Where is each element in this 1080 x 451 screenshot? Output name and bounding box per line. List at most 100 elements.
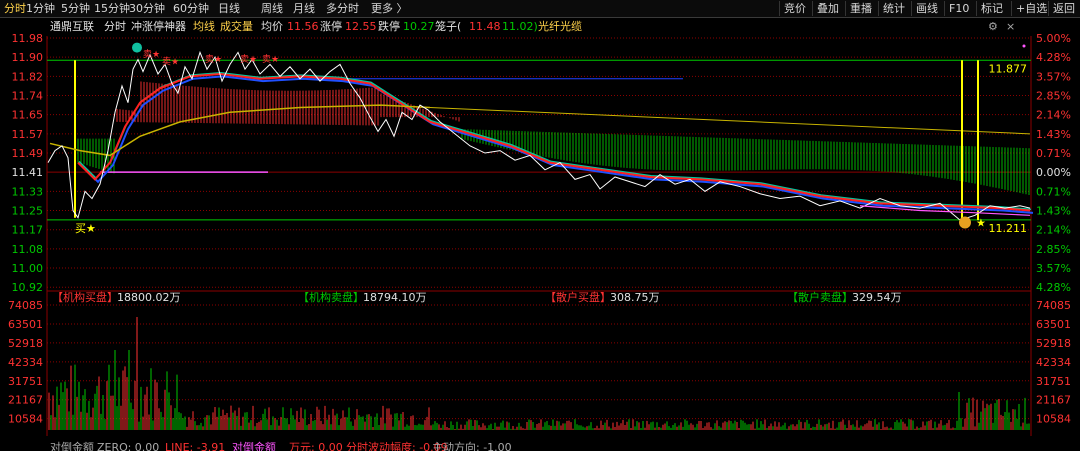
volume-tick-right: 31751 [1036,375,1071,388]
tab-0[interactable]: 分时 [4,2,26,15]
star-icon: ★ [976,217,986,230]
flow-label-2: 【散户买盘】 [545,290,611,304]
tool-3[interactable]: 统计 [878,1,909,16]
price-tick-label: 11.08 [12,243,44,256]
sell-signal-label: 卖★ [162,56,179,67]
tool-6[interactable]: 标记 [976,1,1007,16]
volume-tick-left: 21167 [8,394,43,407]
bottom-status-1: ZERO: 0.00 [97,441,159,451]
tab-4[interactable]: 30分钟 [129,2,165,15]
tab-5[interactable]: 60分钟 [173,2,209,15]
percent-tick-label: 1.43% [1036,205,1071,218]
percent-tick-label: 1.43% [1036,128,1071,141]
tab-8[interactable]: 月线 [293,2,315,15]
tab-3[interactable]: 15分钟 [94,2,130,15]
price-tick-label: 11.33 [12,185,44,198]
limit-up-label: 涨停 [320,20,342,33]
sell-signal-label: 卖★ [240,54,257,65]
top-toolbar: 分时 1分钟 5分钟 15分钟 30分钟 60分钟 日线 周线 月线 多分时 更多 〉 竞价 叠加 重播… [0,0,1080,18]
blue-ma-line [80,75,1034,214]
volume-tick-right: 63501 [1036,318,1071,331]
sector-label: 光纤光缆 [538,20,582,33]
price-tick-label: 11.57 [12,128,44,141]
volume-tick-right: 21167 [1036,394,1071,407]
price-tick-label: 11.65 [12,109,44,122]
tool-7[interactable]: +自选 [1011,1,1051,16]
tab-6[interactable]: 日线 [218,2,240,15]
percent-tick-label: 5.00% [1036,32,1071,45]
limit-up-value: 12.55 [345,20,377,33]
bottom-status-5: 分时波动幅度: -0.09 [346,440,448,451]
tab-1[interactable]: 1分钟 [26,2,55,15]
info-bar: 通鼎互联 分时 冲涨停神器 均线 成交量 均价 11.56 涨停 12.55 跌… [0,19,1080,35]
cage-label: 笼子( [435,20,462,33]
marker-dot [1022,44,1026,48]
flow-label-1: 【机构卖盘】 [298,290,364,304]
indicator-name[interactable]: 冲涨停神器 [131,20,186,33]
sell-signal-label: 卖★ [143,49,160,60]
olive-trend-line [429,106,1031,135]
volume-tick-left: 52918 [8,337,43,350]
volume-tick-right: 52918 [1036,337,1071,350]
low-price-label: 11.211 [989,222,1028,235]
tool-1[interactable]: 叠加 [812,1,843,16]
volume-tick-left: 42334 [8,356,43,369]
sell-signal-label: 卖★ [205,54,222,65]
volume-tick-right: 42334 [1036,356,1071,369]
tool-0[interactable]: 竞价 [779,1,810,16]
price-tick-label: 11.41 [12,166,44,179]
volume-tick-left: 31751 [8,375,43,388]
volume-tick-right: 10584 [1036,413,1071,426]
percent-tick-label: 3.57% [1036,262,1071,275]
bottom-status-2: LINE: -3.91 [165,441,225,451]
bottom-status-3: 对倒金额 [232,440,276,451]
tool-8[interactable]: 返回 [1048,1,1079,16]
cage-low: 11.02) [502,20,538,33]
percent-tick-label: 2.85% [1036,90,1071,103]
magenta-ma-line [859,205,1031,216]
bottom-status-4: 万元: 0.00 [289,441,343,451]
percent-tick-label: 4.28% [1036,51,1071,64]
tool-4[interactable]: 画线 [911,1,942,16]
tab-7[interactable]: 周线 [261,2,283,15]
red-ma-line [77,72,1031,212]
price-tick-label: 11.25 [12,205,44,218]
high-price-label: 11.877 [989,62,1028,75]
price-tick-label: 11.98 [12,32,44,45]
flow-value-2: 308.75万 [610,291,660,304]
settings-icon[interactable]: ⚙ [988,20,998,33]
percent-tick-label: 0.71% [1036,147,1071,160]
percent-tick-label: 4.28% [1036,281,1071,294]
avg-price-label: 均价 [261,20,283,33]
close-icon[interactable]: × [1006,20,1016,33]
avg-price-value: 11.56 [287,20,319,33]
percent-tick-label: 2.85% [1036,243,1071,256]
price-tick-label: 11.90 [12,51,44,64]
price-tick-label: 11.82 [12,70,44,83]
tool-2[interactable]: 重播 [845,1,876,16]
price-tick-label: 11.00 [12,262,44,275]
pig-badge-icon [959,216,971,229]
flow-label-0: 【机构买盘】 [52,290,118,304]
volume-tick-left: 63501 [8,318,43,331]
sell-signal-label: 卖★ [262,54,279,65]
stock-name: 通鼎互联 [50,20,94,33]
price-tick-label: 11.49 [12,147,44,160]
price-tick-label: 10.92 [12,281,44,294]
avg-price-line [49,104,431,157]
flow-value-1: 18794.10万 [363,291,427,304]
tab-2[interactable]: 5分钟 [61,2,90,15]
percent-tick-label: 2.14% [1036,109,1071,122]
flow-value-3: 329.54万 [852,291,902,304]
percent-tick-label: 3.57% [1036,70,1071,83]
bottom-status-6: 主动方向: -1.00 [432,440,512,451]
volume-label: 成交量 [220,20,253,33]
price-tick-label: 11.74 [12,90,44,103]
tool-5[interactable]: F10 [944,1,973,16]
percent-tick-label: 0.00% [1036,166,1071,179]
tab-9[interactable]: 多分时 [326,2,359,15]
bottom-status-0: 对倒金额 [50,440,94,451]
buy-signal-label: 买★ [75,222,96,235]
tab-10[interactable]: 更多 〉 [371,2,408,15]
